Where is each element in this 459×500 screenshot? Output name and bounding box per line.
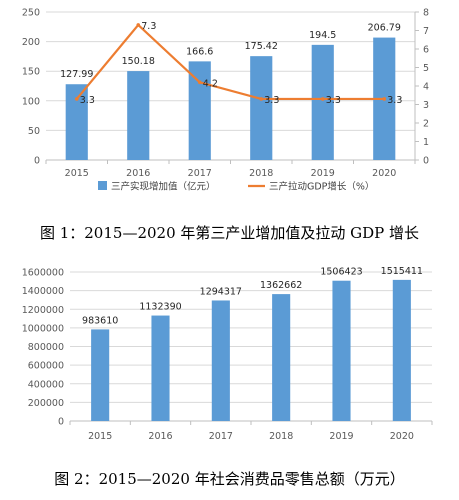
y-right-tick-label: 8 xyxy=(423,8,429,19)
line-value-label: 4.2 xyxy=(203,78,218,89)
line-point-2016 xyxy=(136,23,141,27)
line-value-label: 3.3 xyxy=(326,95,341,106)
bar-value-label: 150.18 xyxy=(122,56,155,67)
bar-2020 xyxy=(392,279,411,421)
bar-2016 xyxy=(127,71,150,160)
x-tick-label: 2019 xyxy=(329,431,353,442)
bar-2018 xyxy=(272,294,291,421)
bar-value-label: 166.6 xyxy=(186,46,213,57)
bar-value-label: 1132390 xyxy=(139,302,181,313)
y-tick-label: 600000 xyxy=(28,361,64,372)
bar-value-label: 1294317 xyxy=(200,286,242,297)
bar-value-label: 175.42 xyxy=(245,41,278,52)
y-left-tick-label: 200 xyxy=(22,37,40,48)
bar-2015 xyxy=(65,84,88,160)
x-tick-label: 2015 xyxy=(65,168,89,179)
bar-value-label: 1362662 xyxy=(260,280,302,291)
y-left-tick-label: 0 xyxy=(34,156,40,167)
bar-2018 xyxy=(250,56,273,160)
y-tick-label: 1200000 xyxy=(22,305,64,316)
chart1-caption: 图 1：2015—2020 年第三产业增加值及拉动 GDP 增长 xyxy=(39,224,420,242)
line-point-2020 xyxy=(382,97,387,101)
x-tick-label: 2020 xyxy=(390,431,414,442)
y-left-tick-label: 250 xyxy=(22,8,40,19)
y-tick-label: 1600000 xyxy=(22,268,64,279)
bar-2016 xyxy=(151,315,170,421)
y-tick-label: 800000 xyxy=(28,342,64,353)
bar-value-label: 1515411 xyxy=(381,266,423,277)
x-tick-label: 2017 xyxy=(188,168,212,179)
line-value-label: 3.3 xyxy=(80,95,95,106)
line-value-label: 3.3 xyxy=(387,95,402,106)
x-tick-label: 2019 xyxy=(311,168,335,179)
bar-value-label: 127.99 xyxy=(60,69,93,80)
line-point-2017 xyxy=(197,80,202,85)
y-right-tick-label: 0 xyxy=(423,156,429,167)
y-tick-label: 0 xyxy=(58,417,64,428)
y-right-tick-label: 7 xyxy=(423,26,429,37)
bar-value-label: 1506423 xyxy=(320,267,362,278)
y-right-tick-label: 6 xyxy=(423,45,429,56)
x-tick-label: 2016 xyxy=(148,431,172,442)
y-right-tick-label: 2 xyxy=(423,119,429,130)
chart-retail-sales: 0 200000 400000 600000 800000 1000000 1200000 1… xyxy=(22,266,433,442)
y-left-tick-label: 100 xyxy=(22,96,40,107)
x-tick-label: 2020 xyxy=(372,168,396,179)
bar-2015 xyxy=(91,329,110,421)
line-series xyxy=(75,23,385,101)
bar-value-label: 206.79 xyxy=(368,23,401,34)
x-tick-label: 2018 xyxy=(249,168,273,179)
bar-value-label: 194.5 xyxy=(309,30,336,41)
bar-2017 xyxy=(188,61,211,160)
y-tick-label: 1000000 xyxy=(22,323,64,334)
bar-2017 xyxy=(211,300,230,421)
y-tick-label: 400000 xyxy=(28,379,64,390)
line-value-label: 7.3 xyxy=(141,21,156,32)
y-tick-label: 200000 xyxy=(28,398,64,409)
bar-2019 xyxy=(332,280,351,421)
line-point-2015 xyxy=(74,97,79,101)
y-left-tick-label: 150 xyxy=(22,67,40,78)
legend-line-label: 三产拉动GDP增长（%） xyxy=(269,181,374,193)
y-left-tick-label: 50 xyxy=(28,126,40,137)
x-tick-label: 2018 xyxy=(269,431,293,442)
bar-2019 xyxy=(311,44,334,160)
line-value-label: 3.3 xyxy=(264,95,279,106)
y-right-tick-label: 3 xyxy=(423,100,429,111)
line-point-2018 xyxy=(259,97,264,101)
x-tick-label: 2016 xyxy=(126,168,150,179)
y-tick-label: 1400000 xyxy=(22,286,64,297)
bar-value-label: 983610 xyxy=(82,315,118,326)
legend-bar-swatch xyxy=(98,181,107,190)
y-right-tick-label: 1 xyxy=(423,137,429,148)
line-point-2019 xyxy=(320,97,325,101)
x-tick-label: 2015 xyxy=(88,431,112,442)
chart2-caption: 图 2：2015—2020 年社会消费品零售总额（万元） xyxy=(54,470,405,488)
y-right-tick-label: 4 xyxy=(423,82,429,93)
x-tick-label: 2017 xyxy=(209,431,233,442)
chart-gdp-contribution: 0 50 100 150 200 250 0 1 2 3 4 5 6 7 8 127.99 2015 150.18… xyxy=(22,8,429,193)
y-right-tick-label: 5 xyxy=(423,63,429,74)
legend-bar-label: 三产实现增加值（亿元） xyxy=(111,181,216,193)
